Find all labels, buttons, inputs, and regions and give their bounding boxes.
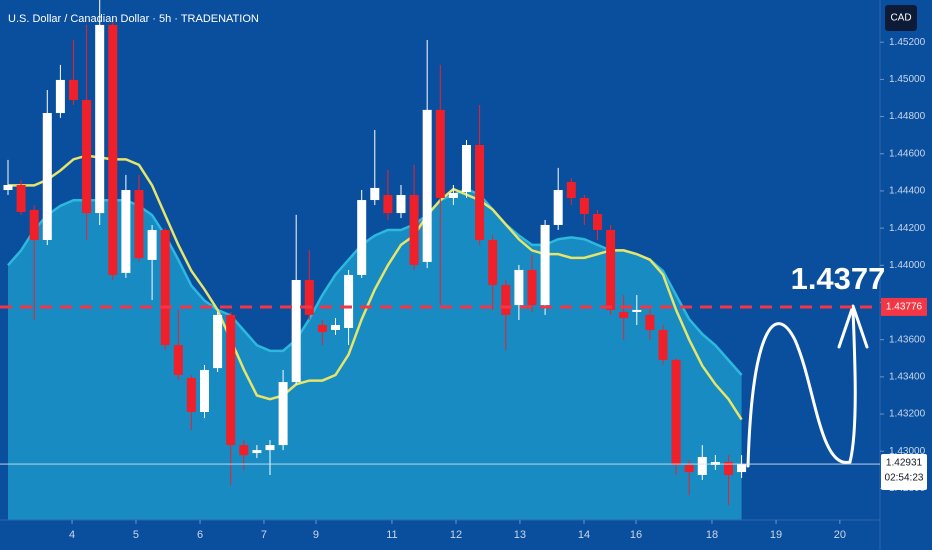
candle-body: [199, 369, 209, 412]
candle-body: [514, 269, 524, 306]
candle-body: [737, 464, 747, 473]
x-tick-label: 20: [834, 529, 846, 541]
candle-body: [435, 109, 445, 198]
candle-body: [147, 229, 157, 260]
candle-body: [16, 184, 26, 212]
candle-body: [723, 461, 733, 476]
arrow-annotation: [746, 308, 857, 468]
candle-body: [632, 309, 642, 312]
candle-body: [475, 145, 485, 241]
candle-body: [396, 195, 406, 214]
candle-body: [265, 445, 275, 451]
candle-body: [134, 190, 144, 259]
x-tick-label: 18: [706, 529, 718, 541]
candle-body: [619, 311, 629, 319]
x-tick-label: 19: [770, 529, 782, 541]
y-tick-label: 1.43600: [889, 334, 926, 345]
candle-body: [239, 445, 249, 456]
candle-body: [68, 79, 78, 101]
target-label-box: [881, 297, 927, 316]
x-tick-label: 5: [133, 529, 139, 541]
candle-body: [357, 200, 367, 275]
arrow-head: [837, 304, 869, 349]
candle-body: [108, 24, 118, 275]
candle-body: [658, 329, 668, 360]
candle-body: [213, 314, 223, 369]
candle-body: [540, 224, 550, 306]
candle-body: [278, 382, 288, 446]
candle-body: [606, 229, 616, 310]
currency-label: CAD: [890, 13, 911, 24]
target-annotation: 1.4377: [791, 261, 886, 296]
candle-body: [448, 192, 458, 198]
y-tick-label: 1.45000: [889, 74, 926, 85]
x-tick-label: 13: [514, 529, 526, 541]
candle-body: [409, 195, 419, 265]
candle-body: [173, 345, 183, 375]
plot: [3, 0, 747, 520]
y-tick-label: 1.43400: [889, 371, 926, 382]
candle-body: [330, 324, 340, 330]
candle-body: [671, 359, 681, 465]
x-tick-label: 7: [261, 529, 267, 541]
target-label: 1.43776: [886, 302, 923, 313]
x-tick-label: 16: [630, 529, 642, 541]
line: [7, 154, 743, 421]
x-tick-label: 9: [313, 529, 319, 541]
chart-title: U.S. Dollar / Canadian Dollar · 5h · TRA…: [8, 13, 259, 25]
y-tick-label: 1.43200: [889, 409, 926, 420]
candle-body: [488, 240, 498, 286]
x-tick-label: 4: [69, 529, 75, 541]
y-tick-label: 1.44600: [889, 148, 926, 159]
candle-body: [579, 197, 589, 214]
candle-body: [592, 213, 602, 230]
candle-body: [29, 209, 39, 241]
candle-body: [501, 285, 511, 315]
candle-body: [697, 456, 707, 476]
candle-body: [160, 229, 170, 346]
currency-box: [885, 5, 917, 31]
candle-body: [710, 461, 720, 465]
last-price-box: [881, 454, 927, 491]
candle-body: [3, 184, 13, 191]
candle-body: [226, 314, 236, 446]
y-tick-label: 1.45200: [889, 37, 926, 48]
y-tick-label: 1.44200: [889, 223, 926, 234]
countdown: 02:54:23: [885, 473, 924, 484]
candle-body: [252, 450, 262, 454]
candle-body: [291, 279, 301, 383]
candle-body: [121, 190, 131, 273]
candle-body: [186, 377, 196, 412]
x-tick-label: 6: [197, 529, 203, 541]
candle-body: [553, 190, 563, 225]
x-tick-label: 11: [386, 529, 397, 541]
x-tick-label: 14: [578, 529, 590, 541]
candle-body: [304, 279, 314, 315]
y-tick-label: 1.44400: [889, 186, 926, 197]
candle-body: [344, 274, 354, 328]
candle-body: [383, 195, 393, 214]
last-price-label: 1.42931: [886, 458, 923, 469]
candle-body: [684, 464, 694, 473]
x-tick-label: 12: [450, 529, 462, 541]
candle-body: [95, 24, 105, 214]
candle-body: [82, 100, 92, 214]
candle-body: [461, 145, 471, 193]
candle-body: [55, 79, 65, 114]
candle-body: [527, 269, 537, 306]
y-tick-label: 1.44000: [889, 260, 926, 271]
candle-body: [370, 187, 380, 201]
y-tick-label: 1.43000: [889, 446, 926, 457]
candle-body: [317, 324, 327, 333]
y-tick-label: 1.44800: [889, 111, 926, 122]
candle-body: [42, 113, 52, 241]
candle-body: [566, 182, 576, 198]
area-fill: [7, 189, 742, 520]
candle-body: [422, 109, 432, 262]
candle-body: [645, 314, 655, 330]
